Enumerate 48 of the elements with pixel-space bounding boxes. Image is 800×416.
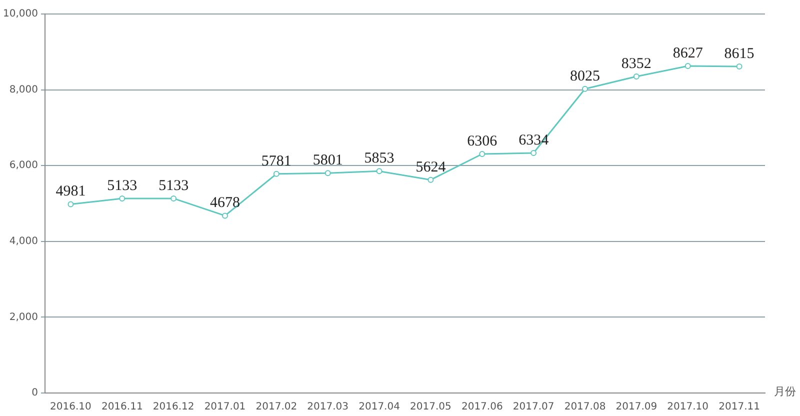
y-tick-label: 10,000	[2, 8, 38, 20]
y-tick-label: 6,000	[9, 160, 38, 172]
x-tick-label: 2016.11	[101, 402, 143, 413]
y-tick-label: 2,000	[9, 312, 38, 323]
data-label: 8615	[724, 46, 754, 62]
x-tick-label: 2017.10	[667, 402, 709, 413]
y-tick-label: 8,000	[9, 84, 38, 96]
data-label: 5133	[107, 178, 138, 194]
point	[68, 201, 74, 208]
data-label: 5133	[158, 178, 189, 194]
x-tick-label: 2017.08	[564, 402, 606, 413]
data-label: 5801	[312, 152, 343, 169]
point	[684, 63, 691, 70]
point	[428, 176, 434, 183]
x-axis-title: 月份	[774, 384, 796, 399]
x-tick-label: 2016.10	[50, 402, 92, 413]
data-label: 8352	[621, 56, 652, 72]
data-label: 6306	[467, 133, 498, 150]
data-label: 5781	[261, 153, 292, 170]
x-tick-label: 2017.11	[718, 402, 760, 413]
point	[119, 195, 126, 202]
point	[273, 170, 280, 177]
x-tick-label: 2017.04	[358, 402, 400, 413]
data-label: 4981	[56, 184, 86, 200]
y-tick-label: 0	[32, 388, 38, 399]
data-label: 5624	[416, 159, 446, 176]
x-tick-label: 2017.07	[512, 402, 554, 413]
data-label: 8025	[570, 68, 600, 84]
point	[222, 212, 228, 219]
x-tick-label: 2017.06	[461, 402, 503, 413]
x-tick-label: 2017.05	[410, 402, 452, 413]
y-tick-label: 4,000	[9, 236, 38, 247]
point	[170, 195, 177, 202]
x-tick-label: 2017.02	[256, 402, 298, 413]
point	[582, 86, 588, 92]
point	[530, 150, 537, 156]
point	[633, 73, 640, 80]
data-label: 5853	[364, 150, 394, 167]
point	[376, 168, 382, 174]
x-tick-label: 2017.09	[616, 402, 658, 413]
x-tick-label: 2016.12	[152, 402, 194, 413]
point	[324, 170, 331, 176]
data-label: 8627	[672, 45, 704, 62]
point	[736, 63, 742, 70]
x-tick-label: 2017.01	[204, 402, 246, 413]
data-label: 4678	[210, 195, 240, 212]
point	[479, 151, 486, 158]
x-tick-label: 2017.03	[307, 402, 349, 413]
